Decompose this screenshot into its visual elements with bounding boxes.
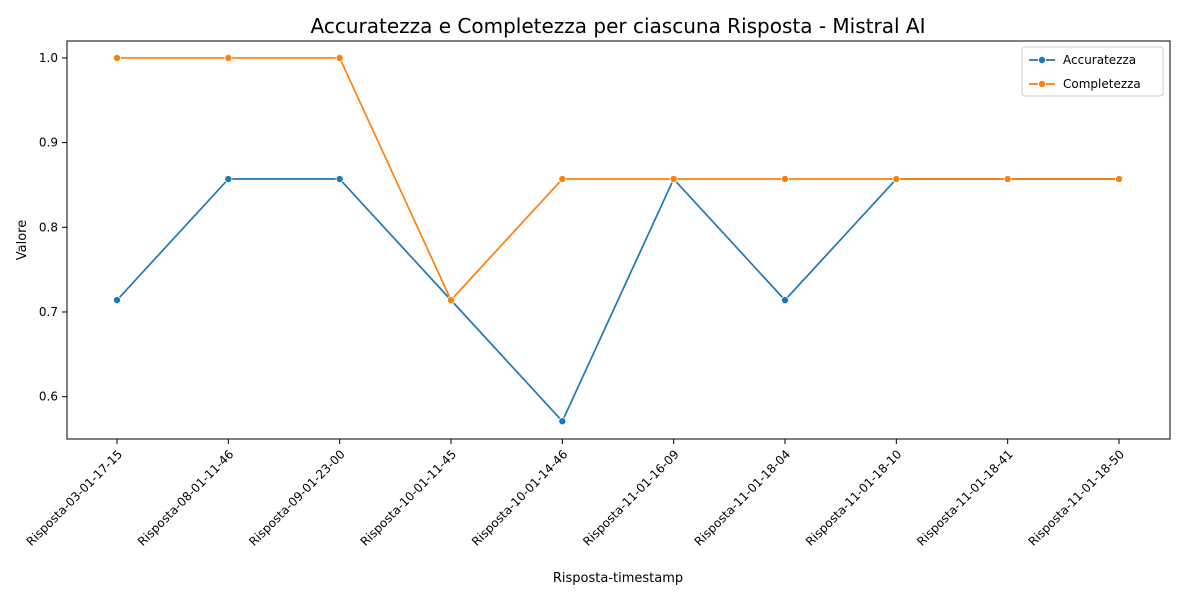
data-point — [446, 296, 455, 305]
data-point — [781, 175, 790, 184]
legend-item: Accuratezza — [1029, 53, 1136, 67]
legend-marker — [1038, 80, 1047, 89]
data-point — [558, 175, 567, 184]
legend-label: Accuratezza — [1063, 53, 1136, 67]
legend-label: Completezza — [1063, 77, 1141, 91]
series-accuratezza — [113, 175, 1124, 426]
data-point — [335, 175, 344, 184]
data-point — [1003, 175, 1012, 184]
y-tick-label: 0.7 — [39, 305, 58, 319]
data-point — [558, 417, 567, 426]
legend: Accuratezza Completezza — [1021, 46, 1164, 97]
y-tick-label: 0.6 — [39, 390, 58, 404]
plot-area-frame — [66, 40, 1171, 440]
chart-title: Accuratezza e Completezza per ciascuna R… — [311, 14, 926, 38]
x-axis: Risposta-03-01-17-15 Risposta-08-01-11-46… — [24, 439, 1128, 549]
legend-item: Completezza — [1029, 77, 1141, 91]
x-tick-label: Risposta-09-01-23-00 — [246, 447, 348, 549]
x-axis-label: Risposta-timestamp — [553, 571, 683, 586]
x-tick-label: Risposta-11-01-18-50 — [1026, 447, 1128, 549]
data-point — [224, 53, 233, 62]
series-line — [116, 178, 1119, 423]
legend-marker — [1038, 56, 1047, 65]
data-point — [781, 296, 790, 305]
series-line — [117, 57, 1119, 301]
data-point — [669, 175, 678, 184]
data-point — [1115, 175, 1124, 184]
x-tick-label: Risposta-08-01-11-46 — [135, 447, 237, 549]
data-point — [892, 175, 901, 184]
series-completezza — [113, 53, 1124, 305]
x-tick-label: Risposta-10-01-14-46 — [469, 447, 571, 549]
y-tick-label: 0.9 — [39, 136, 58, 150]
x-tick-label: Risposta-10-01-11-45 — [358, 447, 460, 549]
y-axis: 0.6 0.7 0.8 0.9 1.0 — [39, 51, 67, 404]
x-tick-label: Risposta-11-01-18-10 — [803, 447, 905, 549]
y-tick-label: 0.8 — [39, 220, 58, 234]
legend-frame — [1021, 46, 1164, 97]
data-point — [113, 53, 122, 62]
x-tick-label: Risposta-11-01-18-41 — [914, 447, 1016, 549]
y-axis-label: Valore — [15, 220, 30, 260]
y-tick-label: 1.0 — [39, 51, 58, 65]
x-tick-label: Risposta-03-01-17-15 — [24, 447, 126, 549]
data-point — [113, 296, 122, 305]
x-tick-label: Risposta-11-01-18-04 — [692, 447, 794, 549]
data-point — [224, 175, 233, 184]
x-tick-label: Risposta-11-01-16-09 — [580, 447, 682, 549]
data-point — [335, 53, 344, 62]
series-layer — [113, 53, 1124, 426]
